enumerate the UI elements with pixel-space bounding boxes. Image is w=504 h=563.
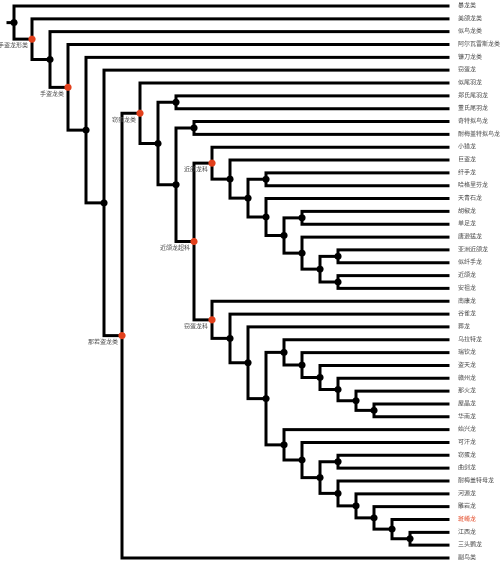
clade-label: 窃蛋龙类 bbox=[112, 116, 136, 124]
leaf-label: 窃蛋龙 bbox=[458, 451, 476, 459]
node bbox=[244, 194, 252, 202]
clade-label: 那若盗龙类 bbox=[88, 338, 118, 346]
leaf-label: 小猎龙 bbox=[458, 143, 476, 151]
leaf-label: 似鸟龙类 bbox=[458, 27, 482, 35]
leaf-label: 似纤手龙 bbox=[458, 258, 482, 266]
labeled-node bbox=[118, 332, 126, 340]
leaf-label: 奇特拟鸟龙 bbox=[458, 117, 488, 125]
node bbox=[406, 535, 414, 543]
leaf-label: 巨盗龙 bbox=[458, 156, 476, 164]
leaf-label: 耐梅盖特拟鸟龙 bbox=[458, 130, 500, 138]
leaf-label: 董氏尾羽龙 bbox=[458, 104, 488, 112]
node bbox=[262, 175, 270, 183]
node bbox=[226, 175, 234, 183]
labeled-node bbox=[136, 109, 144, 117]
node bbox=[370, 406, 378, 414]
leaf-label: 盗天龙 bbox=[458, 361, 476, 369]
leaf-label: 亚洲近颌龙 bbox=[458, 245, 488, 253]
node bbox=[172, 181, 180, 189]
node bbox=[334, 278, 342, 286]
node bbox=[298, 361, 306, 369]
node bbox=[280, 441, 288, 449]
leaf-label: 阿尔瓦雷斯龙类 bbox=[458, 40, 500, 48]
leaf-label: 暴龙类 bbox=[458, 2, 476, 10]
node bbox=[388, 525, 396, 533]
node bbox=[172, 98, 180, 106]
leaf-label: 纤手龙 bbox=[458, 168, 476, 176]
leaf-label: 乌拉特龙 bbox=[458, 335, 482, 343]
clade-label: 窃蛋龙科 bbox=[184, 322, 208, 330]
leaf-label: 美颌龙类 bbox=[458, 14, 482, 22]
clade-label: 手盗龙类 bbox=[40, 90, 64, 98]
node bbox=[316, 265, 324, 273]
leaf-label: 三头鹦龙 bbox=[458, 541, 482, 549]
node bbox=[352, 397, 360, 405]
clade-label: 近颌龙科 bbox=[184, 166, 208, 174]
tree-edges bbox=[6, 4, 450, 560]
leaf-label: 胡椒龙 bbox=[458, 207, 476, 215]
node bbox=[46, 55, 54, 64]
leaf-label: 窃蛋龙 bbox=[458, 66, 476, 74]
node bbox=[82, 126, 90, 134]
leaf-label: 屋晶龙 bbox=[458, 399, 476, 407]
leaf-label: 可汗龙 bbox=[458, 438, 476, 446]
clade-label: 手盗龙形类 bbox=[0, 42, 28, 50]
node bbox=[280, 231, 288, 240]
leaf-label: 曲剑龙 bbox=[458, 464, 476, 472]
leaf-label: 赣州龙 bbox=[458, 374, 476, 382]
node bbox=[10, 18, 18, 27]
leaf-label: 安祖龙 bbox=[458, 284, 476, 292]
leaf-label: 谷雀龙 bbox=[458, 310, 476, 318]
leaf-label: 南康龙 bbox=[458, 297, 476, 305]
labeled-node bbox=[64, 83, 72, 91]
node bbox=[352, 502, 360, 510]
leaf-label: 镰刀龙类 bbox=[458, 53, 482, 61]
leaf-label: 哈格里芬龙 bbox=[458, 181, 488, 189]
leaf-label: 江西龙 bbox=[458, 528, 476, 536]
leaf-label: 单足龙 bbox=[458, 220, 476, 228]
node bbox=[334, 458, 342, 466]
labeled-node bbox=[190, 237, 198, 246]
clade-label: 近颌龙超科 bbox=[160, 244, 190, 252]
labeled-node bbox=[208, 316, 216, 324]
node bbox=[280, 348, 288, 357]
node bbox=[262, 395, 270, 403]
node bbox=[100, 199, 108, 207]
leaf-label: 似尾羽龙 bbox=[458, 79, 482, 87]
node bbox=[226, 334, 234, 343]
leaf-label: 始兴龙 bbox=[458, 425, 476, 433]
labeled-node bbox=[28, 35, 36, 43]
leaf-label: 雕岩龙 bbox=[458, 502, 476, 510]
labeled-node bbox=[208, 159, 216, 167]
node bbox=[334, 252, 342, 260]
leaf-label: 葬龙 bbox=[458, 322, 470, 330]
node bbox=[190, 124, 198, 132]
node bbox=[244, 359, 252, 367]
node bbox=[370, 514, 378, 522]
leaf-label: 耐梅盖特母龙 bbox=[458, 476, 494, 484]
leaf-label: 副鸟类 bbox=[458, 554, 476, 562]
leaf-label: 斑嵴龙 bbox=[458, 515, 476, 523]
node bbox=[334, 385, 342, 394]
leaf-label: 瑞钦龙 bbox=[458, 348, 476, 356]
leaf-label: 郑氏尾羽龙 bbox=[458, 91, 488, 99]
leaf-label: 河源龙 bbox=[458, 489, 476, 497]
node bbox=[298, 214, 306, 222]
node bbox=[316, 473, 324, 482]
leaf-label: 华南龙 bbox=[458, 412, 476, 420]
node bbox=[334, 489, 342, 498]
leaf-label: 近颌龙 bbox=[458, 271, 476, 279]
leaf-label: 天青石龙 bbox=[458, 194, 482, 202]
node bbox=[316, 373, 324, 382]
node bbox=[298, 456, 306, 464]
leaf-label: 那火龙 bbox=[458, 387, 476, 395]
node bbox=[298, 249, 306, 257]
leaf-label: 唐逊猛龙 bbox=[458, 233, 482, 241]
node bbox=[262, 213, 270, 221]
node bbox=[154, 139, 162, 148]
